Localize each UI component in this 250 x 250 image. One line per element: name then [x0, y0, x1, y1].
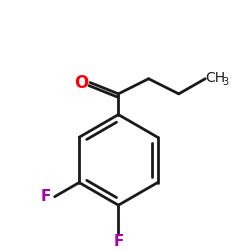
- Text: 3: 3: [222, 76, 228, 86]
- Text: O: O: [74, 74, 89, 92]
- Text: F: F: [113, 234, 124, 250]
- Text: F: F: [41, 189, 51, 204]
- Text: CH: CH: [206, 71, 226, 85]
